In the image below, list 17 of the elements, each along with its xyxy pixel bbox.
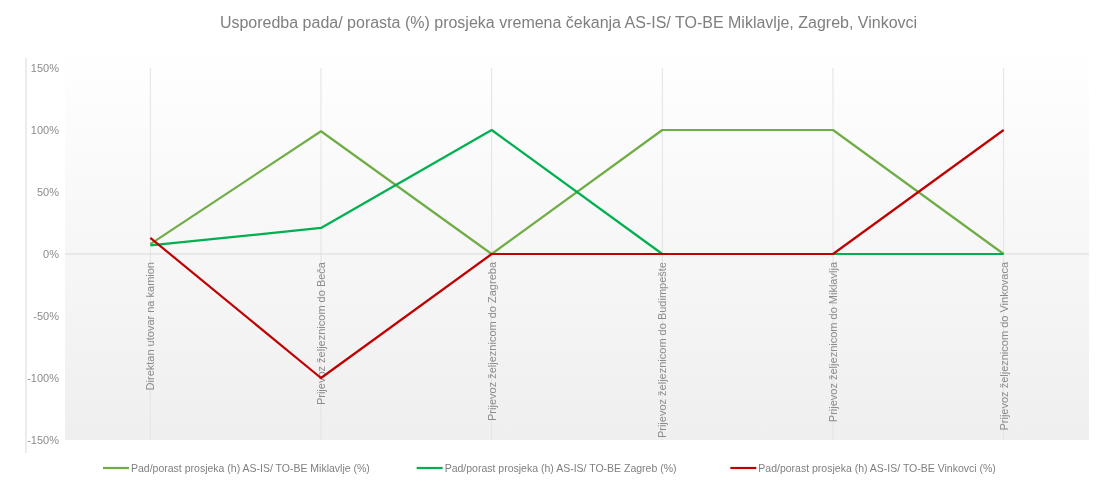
x-tick-label: Prijevoz željeznicom do Miklavlja xyxy=(827,261,839,423)
x-tick-label: Prijevoz željeznicom do Zagreba xyxy=(485,261,498,421)
y-tick-label: -100% xyxy=(27,371,60,384)
x-tick-label: Prijevoz željeznicom do Beča xyxy=(315,261,327,406)
x-tick-label: Prijevoz željeznicom do Budimpešte xyxy=(656,262,669,439)
x-tick-label: Direktan utovar na kamion xyxy=(144,262,157,391)
y-tick-label: 150% xyxy=(30,61,60,74)
chart-title: Usporedba pada/ porasta (%) prosjeka vremena čekanja AS-IS/ TO-BE Miklavlje, Zagreb, Vinkovci xyxy=(219,14,918,31)
legend-label: Pad/porast prosjeka (h) AS-IS/ TO-BE Miklavlje (%) xyxy=(131,461,370,474)
y-tick-label: 50% xyxy=(36,185,60,198)
legend-label: Pad/porast prosjeka (h) AS-IS/ TO-BE Vinkovci (%) xyxy=(758,461,996,474)
x-tick-label: Prijevoz željeznicom do Vinkovaca xyxy=(997,261,1010,431)
y-tick-label: 100% xyxy=(30,123,60,136)
legend-label: Pad/porast prosjeka (h) AS-IS/ TO-BE Zagreb (%) xyxy=(444,461,677,474)
y-tick-label: -150% xyxy=(27,433,60,446)
y-tick-label: -50% xyxy=(33,309,60,322)
y-tick-label: 0% xyxy=(43,247,60,260)
